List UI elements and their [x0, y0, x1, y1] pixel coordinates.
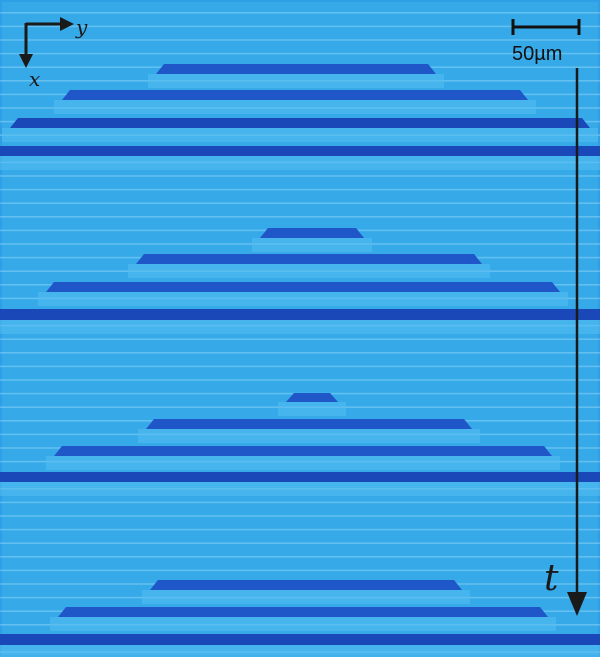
fringe-line [0, 501, 600, 504]
stripe-glow [138, 429, 480, 443]
dark-stripes [0, 64, 600, 645]
dark-stripe [58, 607, 548, 617]
fringe-line [0, 338, 600, 340]
dark-stripe [156, 64, 436, 74]
stripe-glow [128, 264, 490, 278]
axis-y-label: y [75, 15, 88, 39]
dark-stripe [0, 634, 600, 645]
fringe-line [0, 175, 600, 177]
dark-stripe [0, 309, 600, 320]
stripe-glow [2, 128, 598, 142]
fringe-line [0, 25, 600, 28]
dark-stripe [62, 90, 528, 100]
fringe-line [0, 569, 600, 572]
dark-stripe [150, 580, 462, 590]
axis-y-arrowhead [60, 17, 74, 31]
fringe-line [0, 556, 600, 558]
time-arrow: t [544, 68, 587, 616]
fringe-line [0, 12, 600, 14]
fringe-line [0, 202, 600, 204]
stripe-glow [278, 402, 346, 416]
fringe-line [0, 528, 600, 531]
stripe-glow [38, 292, 568, 306]
dark-stripe [54, 446, 552, 456]
stripe-glow-bands [0, 74, 600, 657]
scale-bar: 50µm [511, 19, 581, 65]
time-arrow-arrowhead [567, 592, 587, 616]
fringe-line [0, 39, 600, 41]
stripe-glow [0, 156, 600, 170]
scale-bar-label: 50µm [512, 43, 562, 65]
stripe-glow [54, 100, 536, 114]
dark-stripe [260, 228, 364, 238]
stripe-glow [50, 617, 556, 631]
dark-stripe [136, 254, 482, 264]
dark-stripe [146, 419, 472, 429]
stripe-glow [0, 645, 600, 657]
axis-indicator: y x [19, 15, 88, 91]
fringe-line [0, 188, 600, 191]
dark-stripe [286, 393, 338, 402]
stripe-glow [0, 320, 600, 334]
dark-stripe [10, 118, 590, 128]
stripe-glow [142, 590, 470, 604]
dark-stripe [46, 282, 560, 292]
fringe-line [0, 542, 600, 544]
fringe-line [0, 216, 600, 218]
dark-stripe [0, 472, 600, 482]
stripe-glow [148, 74, 444, 88]
time-label: t [544, 558, 559, 599]
stripe-glow [0, 482, 600, 496]
fringe-line [0, 515, 600, 517]
fringe-line [0, 52, 600, 55]
fringe-line [0, 379, 600, 381]
dark-stripe [0, 146, 600, 156]
stripe-glow [252, 238, 372, 252]
axis-x-arrowhead [19, 54, 33, 68]
stripe-glow [46, 456, 560, 470]
axis-x-label: x [29, 67, 40, 91]
fringe-line [0, 352, 600, 354]
fringe-line [0, 365, 600, 368]
